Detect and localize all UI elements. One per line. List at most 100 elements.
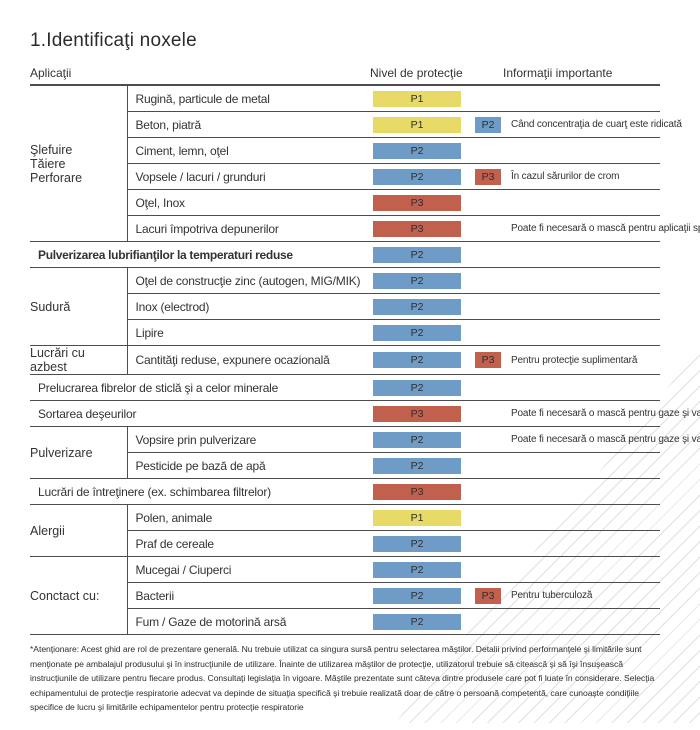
application-group-label: Conctact cu: <box>30 556 127 635</box>
protection-level-badge: P1 <box>373 116 461 133</box>
application-group-label: Sudură <box>30 267 127 346</box>
application-label: Rugină, particule de metal <box>126 86 367 112</box>
protection-level-badge: P3 <box>373 194 461 211</box>
secondary-badge-cell <box>467 189 503 216</box>
application-label: Fum / Gaze de motorină arsă <box>126 608 367 635</box>
protection-level-badge: P2 <box>373 379 461 396</box>
protection-badge-cell: P2 <box>367 452 467 479</box>
protection-level-badge: P3 <box>373 483 461 500</box>
important-info <box>503 86 660 112</box>
protection-badge-cell: P2 <box>367 426 467 453</box>
table-row: Beton, piatră P1 P2 Când concentraţia de cu… <box>30 111 682 138</box>
protection-badge-cell: P3 <box>367 189 467 216</box>
table-row: Pesticide pe bază de apă P2 <box>30 452 660 479</box>
table-row: Sortarea deşeurilor P3 Poate fi necesară o… <box>30 400 700 427</box>
secondary-badge-cell <box>467 215 503 242</box>
page-title: 1.Identificaţi noxele <box>30 30 197 51</box>
application-label: Pulverizarea lubrifianţilor la temperatu… <box>30 241 367 268</box>
secondary-badge-cell: P2 <box>467 111 503 138</box>
table-row: Pulverizarea lubrifianţilor la temperatu… <box>30 241 660 268</box>
important-info <box>503 504 660 531</box>
table-row: Bacterii P2 P3 Pentru tuberculoză <box>30 582 660 609</box>
table-row: Sudură Oţel de construcţie zinc (autogen,… <box>30 267 660 346</box>
secondary-badge-cell <box>467 319 503 346</box>
application-label: Inox (electrod) <box>126 293 367 320</box>
table-row: Ciment, lemn, oţel P2 <box>30 137 660 164</box>
protection-level-badge: P2 <box>373 168 461 185</box>
table-row: Pulverizare Vopsire prin pulverizare P2 Poa… <box>30 426 700 479</box>
application-group-label: Pulverizare <box>30 426 127 479</box>
protection-badge-cell: P2 <box>367 374 467 401</box>
protection-level-badge: P3 <box>373 220 461 237</box>
secondary-badge-cell <box>467 426 503 453</box>
application-label: Sortarea deşeurilor <box>30 400 367 427</box>
secondary-badge-cell <box>467 556 503 583</box>
protection-badge-cell: P2 <box>367 137 467 164</box>
application-label: Lacuri împotriva depunerilor <box>126 215 367 242</box>
secondary-badge-cell <box>467 400 503 427</box>
application-label: Pesticide pe bază de apă <box>126 452 367 479</box>
application-group-label: Lucrări cu azbest <box>30 345 127 375</box>
column-header-row: Aplicaţii Nivel de protecţie Informaţii … <box>30 64 660 86</box>
important-info <box>503 530 660 557</box>
secondary-badge-cell <box>467 504 503 531</box>
application-label: Prelucrarea fibrelor de sticlă şi a celo… <box>30 374 367 401</box>
important-info: În cazul sărurilor de crom <box>503 163 660 190</box>
protection-badge-cell: P2 <box>367 319 467 346</box>
secondary-badge-cell <box>467 241 503 268</box>
protection-level-badge: P2 <box>373 246 461 263</box>
application-label: Cantităţi reduse, expunere ocazională <box>126 345 367 375</box>
column-header-important-info: Informaţii importante <box>503 66 613 80</box>
table-row: Inox (electrod) P2 <box>30 293 660 320</box>
secondary-protection-badge: P3 <box>475 168 501 185</box>
important-info: Poate fi necesară o mască pentru gaze şi… <box>503 400 700 427</box>
table-row: Lucrări cu azbest Cantităţi reduse, expun… <box>30 345 660 375</box>
secondary-badge-cell: P3 <box>467 163 503 190</box>
important-info: Poate fi necesară o mască pentru aplicaţ… <box>503 215 700 242</box>
protection-badge-cell: P2 <box>367 293 467 320</box>
important-info <box>503 137 660 164</box>
table-row: Lipire P2 <box>30 319 660 346</box>
important-info <box>503 241 660 268</box>
protection-level-badge: P1 <box>373 90 461 107</box>
protection-badge-cell: P3 <box>367 215 467 242</box>
table-row: Conctact cu: Mucegai / Ciuperci P2 <box>30 556 660 635</box>
column-header-applications: Aplicaţii <box>30 66 72 80</box>
protection-badge-cell: P2 <box>367 582 467 609</box>
secondary-badge-cell <box>467 137 503 164</box>
application-group-label: Alergii <box>30 504 127 557</box>
application-label: Oţel, Inox <box>126 189 367 216</box>
protection-level-badge: P2 <box>373 561 461 578</box>
application-label: Polen, animale <box>126 504 367 531</box>
protection-badge-cell: P2 <box>367 241 467 268</box>
secondary-badge-cell: P3 <box>467 345 503 375</box>
application-group-label: Şlefuire Tăiere Perforare <box>30 86 127 242</box>
hazard-table: Şlefuire Tăiere Perforare Rugină, particu… <box>30 86 700 635</box>
protection-badge-cell: P3 <box>367 400 467 427</box>
secondary-badge-cell <box>467 452 503 479</box>
important-info <box>503 189 660 216</box>
important-info: Pentru tuberculoză <box>503 582 660 609</box>
application-label: Oţel de construcţie zinc (autogen, MIG/M… <box>126 267 367 294</box>
protection-level-badge: P2 <box>373 587 461 604</box>
table-row: Praf de cereale P2 <box>30 530 660 557</box>
important-info <box>503 319 660 346</box>
table-row: Lacuri împotriva depunerilor P3 Poate fi n… <box>30 215 700 242</box>
application-label: Ciment, lemn, oţel <box>126 137 367 164</box>
application-label: Lipire <box>126 319 367 346</box>
protection-badge-cell: P2 <box>367 530 467 557</box>
table-row: Lucrări de întreţinere (ex. schimbarea f… <box>30 478 660 505</box>
important-info <box>503 452 660 479</box>
important-info: Poate fi necesară o mască pentru gaze şi… <box>503 426 700 453</box>
table-row: Prelucrarea fibrelor de sticlă şi a celo… <box>30 374 660 401</box>
protection-badge-cell: P2 <box>367 556 467 583</box>
protection-level-badge: P2 <box>373 613 461 630</box>
protection-level-badge: P2 <box>373 272 461 289</box>
table-row: Vopsele / lacuri / grunduri P2 P3 În cazul … <box>30 163 660 190</box>
protection-level-badge: P2 <box>373 298 461 315</box>
secondary-badge-cell <box>467 608 503 635</box>
application-label: Vopsele / lacuri / grunduri <box>126 163 367 190</box>
secondary-badge-cell <box>467 86 503 112</box>
important-info <box>503 478 660 505</box>
protection-badge-cell: P3 <box>367 478 467 505</box>
